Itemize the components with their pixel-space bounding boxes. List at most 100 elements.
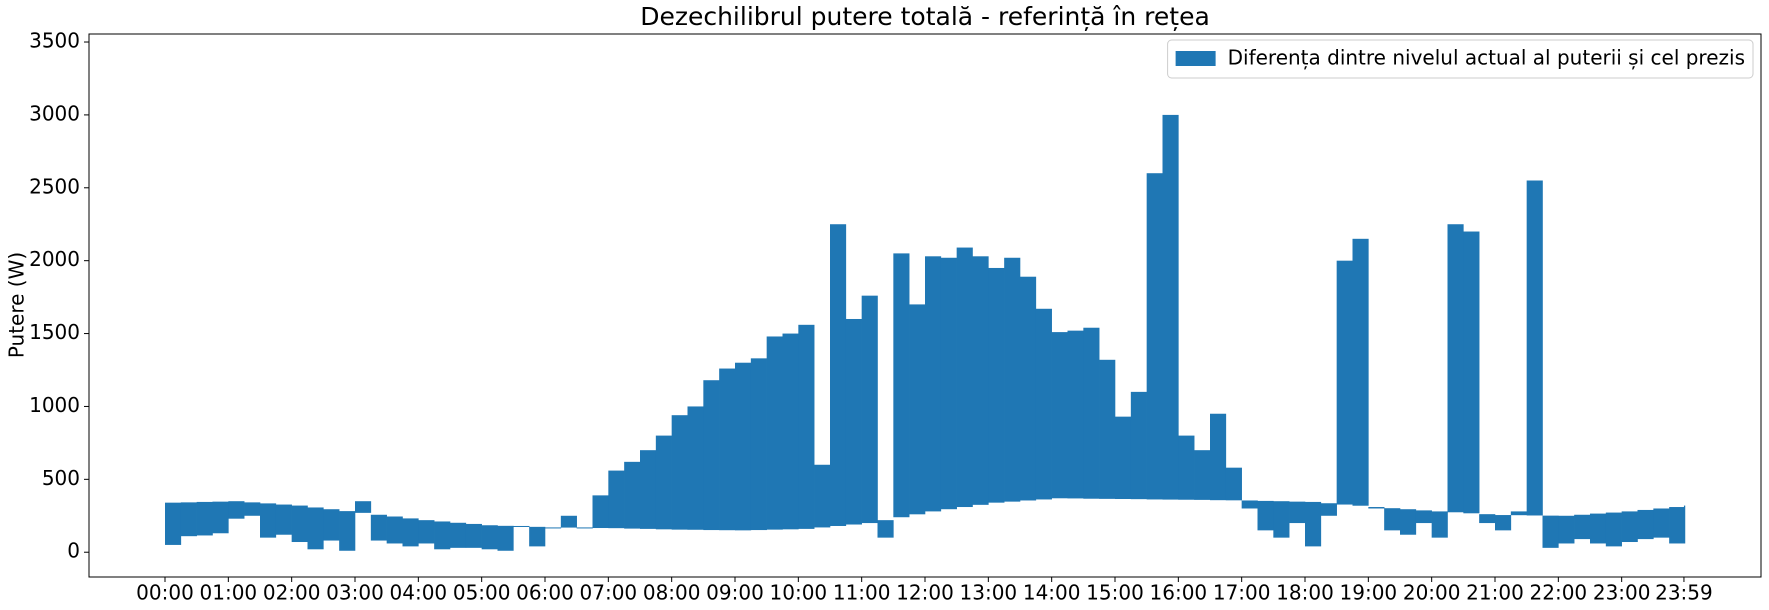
area-segment [1273, 501, 1290, 538]
legend: Diferența dintre nivelul actual al puter… [1167, 39, 1754, 79]
area-segment [830, 224, 847, 526]
area-segment [1574, 514, 1591, 540]
area-segment [782, 333, 799, 530]
area-segment [1479, 514, 1496, 524]
x-tick-label: 17:00 [1213, 581, 1271, 605]
x-tick-label: 01:00 [200, 581, 258, 605]
x-tick-label: 23:59 [1655, 581, 1713, 605]
x-tick-label: 04:00 [390, 581, 448, 605]
x-tick-label: 13:00 [960, 581, 1018, 605]
area-segment [481, 525, 498, 550]
area-segment [323, 509, 340, 541]
area-segment [1051, 332, 1068, 499]
area-segment [1542, 515, 1559, 548]
area-segment [1099, 359, 1116, 499]
area-segment [671, 415, 688, 530]
area-segment [465, 523, 482, 548]
area-segment [608, 470, 625, 529]
area-segment [1653, 508, 1670, 538]
area-segment [1035, 308, 1052, 500]
area-segment [560, 515, 577, 528]
y-tick-label: 2000 [29, 247, 80, 271]
area-segment [1257, 500, 1274, 531]
area-segment [988, 267, 1005, 503]
x-tick-label: 12:00 [896, 581, 954, 605]
area-segment [735, 362, 752, 531]
area-segment [1083, 327, 1100, 499]
area-segment [814, 464, 831, 528]
y-tick-label: 1000 [29, 393, 80, 417]
area-segment [1115, 416, 1132, 500]
y-tick-label: 3000 [29, 101, 80, 125]
x-tick-label: 20:00 [1403, 581, 1461, 605]
area-segment [1431, 511, 1448, 538]
area-segment [1384, 508, 1401, 531]
area-segment [529, 526, 546, 547]
x-tick-label: 07:00 [580, 581, 638, 605]
area-segment [576, 527, 593, 529]
area-segment [339, 511, 356, 551]
x-tick-label: 02:00 [263, 581, 321, 605]
y-tick-label: 2500 [29, 174, 80, 198]
x-tick-label: 16:00 [1150, 581, 1208, 605]
x-tick-label: 09:00 [706, 581, 764, 605]
area-segment [228, 501, 245, 519]
area-segment [972, 256, 989, 505]
area-segment [1225, 467, 1242, 501]
x-tick-label: 15:00 [1086, 581, 1144, 605]
x-tick-label: 21:00 [1466, 581, 1524, 605]
area-segment [592, 495, 609, 529]
area-segment [845, 318, 862, 525]
area-segment [1510, 511, 1527, 516]
y-tick-label: 3500 [29, 29, 80, 53]
area-segment [1162, 114, 1179, 500]
area-segment [703, 380, 720, 531]
x-tick-label: 14:00 [1023, 581, 1081, 605]
area-segment [1289, 501, 1306, 524]
area-segment [165, 502, 182, 545]
legend-box [1167, 39, 1754, 79]
area-segment [1447, 224, 1464, 513]
x-tick-label: 03:00 [326, 581, 384, 605]
area-segment [1621, 511, 1638, 543]
y-axis-label: Putere (W) [5, 252, 29, 358]
area-segment [624, 461, 641, 529]
area-segment [687, 406, 704, 530]
x-tick-label: 06:00 [516, 581, 574, 605]
area-segment [450, 522, 467, 548]
area-segment [893, 253, 910, 518]
area-segment [1020, 276, 1037, 501]
area-segment [497, 525, 514, 551]
area-segment [196, 501, 213, 536]
x-tick-label: 23:00 [1593, 581, 1651, 605]
area-segment [355, 501, 372, 513]
area-segment [1305, 501, 1322, 547]
y-tick-label: 1500 [29, 320, 80, 344]
area-segment [1352, 238, 1369, 506]
x-tick-label: 05:00 [453, 581, 511, 605]
area-segment [1241, 500, 1258, 509]
area-segment [1146, 173, 1163, 500]
area-segment [212, 501, 229, 534]
area-segment [925, 256, 942, 512]
area-segment [1368, 507, 1385, 509]
area-segment [1558, 515, 1575, 544]
y-tick-label: 500 [42, 466, 80, 490]
area-segment [1067, 330, 1084, 499]
area-segment [798, 324, 815, 529]
area-segment [275, 504, 292, 535]
y-tick-label: 0 [67, 539, 80, 563]
area-segment [260, 503, 277, 538]
area-segment [1210, 413, 1227, 501]
area-segment [180, 502, 197, 537]
area-segment [1669, 507, 1685, 544]
x-tick-label: 19:00 [1340, 581, 1398, 605]
area-segment [956, 247, 973, 508]
x-tick-label: 10:00 [770, 581, 828, 605]
area-segment [940, 257, 957, 510]
area-segment [1605, 512, 1622, 547]
legend-label: Diferența dintre nivelul actual al puter… [1228, 46, 1745, 70]
area-segment [909, 304, 926, 515]
x-tick-label: 11:00 [833, 581, 891, 605]
